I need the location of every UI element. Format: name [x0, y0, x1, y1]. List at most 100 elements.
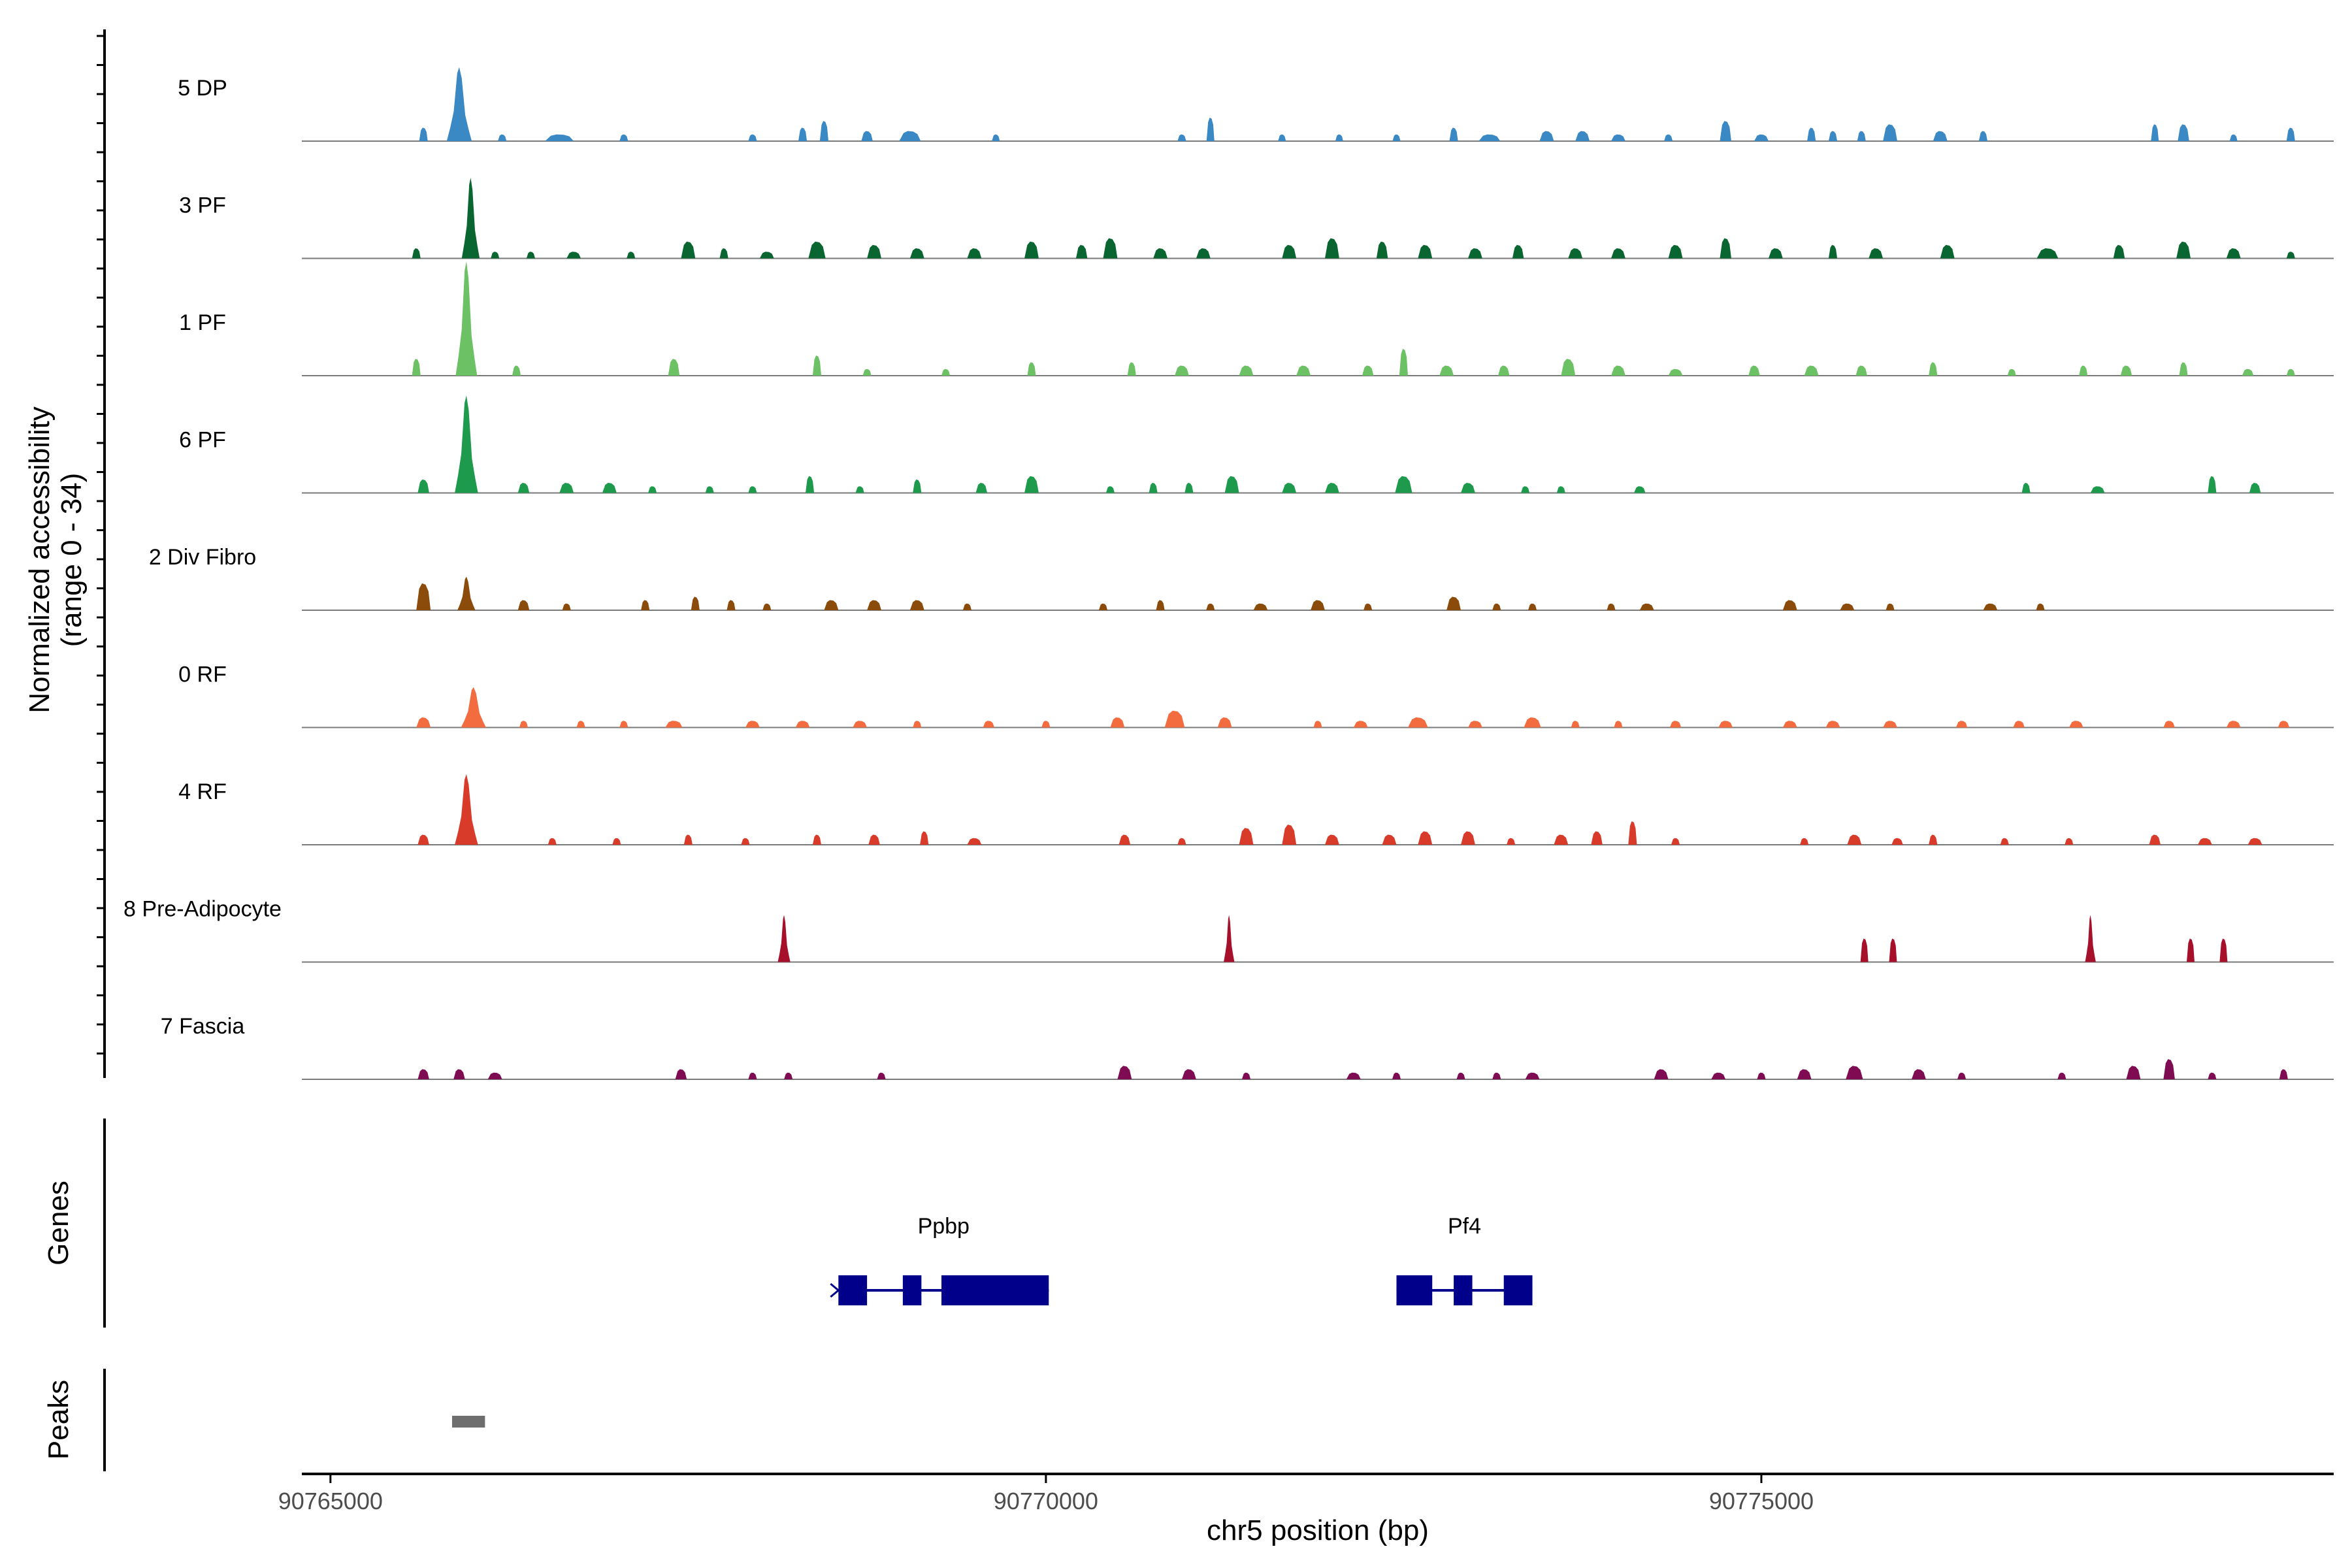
coverage-track: 7 Fascia	[161, 1014, 2334, 1080]
coverage-peak	[759, 252, 774, 259]
coverage-peak	[412, 359, 421, 376]
coverage-peak	[2278, 721, 2290, 728]
coverage-peak	[867, 244, 882, 259]
coverage-peak	[1461, 831, 1475, 845]
coverage-peak	[1855, 365, 1868, 376]
coverage-peak	[2149, 834, 2161, 845]
coverage-peak	[2226, 721, 2241, 728]
coverage-peak	[992, 134, 1000, 141]
coverage-peak	[1521, 486, 1530, 493]
coverage-peak	[1418, 831, 1433, 845]
coverage-peak	[868, 834, 880, 845]
coverage-peak	[1978, 131, 1987, 141]
coverage-peak	[455, 261, 478, 376]
coverage-peak	[2219, 938, 2228, 962]
coverage-peak	[1253, 603, 1268, 610]
coverage-peak	[675, 1069, 687, 1079]
coverage-peak	[1671, 838, 1680, 845]
coverage-peak	[2163, 721, 2175, 728]
coverage-peak	[1527, 603, 1537, 610]
coverage-peak	[861, 131, 873, 141]
coverage-peak	[2229, 134, 2238, 141]
coverage-peak	[1446, 596, 1462, 610]
coverage-peak	[2057, 1072, 2066, 1079]
coverage-peak	[962, 603, 972, 610]
coverage-peak	[1376, 241, 1388, 259]
coverage-peak	[1311, 600, 1325, 610]
coverage-peak	[705, 486, 714, 493]
coverage-peak	[1911, 1069, 1926, 1079]
coverage-peak	[1181, 1069, 1196, 1079]
gene-label: Ppbp	[918, 1214, 970, 1239]
coverage-peak	[1041, 721, 1051, 728]
coverage-peak	[1800, 838, 1809, 845]
coverage-peak	[1748, 365, 1760, 376]
coverage-peak	[691, 596, 700, 610]
gene-exon	[838, 1275, 868, 1305]
coverage-peak	[1568, 248, 1583, 259]
coverage-peak	[862, 368, 872, 376]
coverage-peak	[1392, 134, 1401, 141]
x-tick-label: 90770000	[994, 1488, 1098, 1514]
coverage-peak	[1957, 1072, 1967, 1079]
coverage-peak	[808, 241, 826, 259]
coverage-peak	[1891, 838, 1903, 845]
coverage-peak	[1846, 1066, 1863, 1079]
coverage-peak	[819, 121, 828, 141]
coverage-peak	[461, 177, 480, 259]
coverage-peak	[1467, 721, 1482, 728]
coverage-peak	[2208, 1072, 2217, 1079]
coverage-track: 6 PF	[179, 395, 2334, 494]
coverage-peak	[1525, 1072, 1540, 1079]
coverage-peak	[719, 248, 728, 259]
coverage-peak	[1955, 721, 1968, 728]
coverage-peak	[909, 600, 924, 610]
coverage-peak	[748, 134, 757, 141]
coverage-peak	[1720, 238, 1731, 259]
coverage-peak	[2151, 124, 2159, 141]
coverage-peak	[1561, 359, 1576, 376]
coverage-peak	[1883, 721, 1898, 728]
coverage-peak	[1335, 134, 1343, 141]
coverage-peak	[1223, 915, 1235, 962]
coverage-peak	[1407, 717, 1428, 728]
coverage-peak	[1313, 721, 1322, 728]
coverage-peak	[1098, 603, 1108, 610]
coverage-peak	[745, 721, 760, 728]
coverage-peak	[1184, 483, 1194, 493]
coverage-peak	[1282, 825, 1297, 845]
coverage-peak	[1828, 244, 1838, 259]
coverage-peak	[1754, 134, 1769, 141]
coverage-peak	[2197, 838, 2212, 845]
coverage-peak	[1720, 121, 1731, 141]
coverage-peak	[967, 248, 982, 259]
coverage-peak	[1782, 600, 1797, 610]
coverage-peak	[419, 127, 428, 141]
coverage-peak	[1119, 834, 1131, 845]
x-tick-label: 90775000	[1709, 1488, 1814, 1514]
coverage-peak	[2036, 603, 2045, 610]
coverage-peak	[1117, 1066, 1132, 1079]
coverage-peak	[1556, 486, 1565, 493]
gene-exon	[1503, 1275, 1533, 1305]
coverage-peak	[2208, 476, 2217, 493]
coverage-peak	[1757, 1072, 1766, 1079]
coverage-peak	[1392, 1072, 1401, 1079]
coverage-peak	[777, 915, 791, 962]
coverage-peak	[2079, 365, 2088, 376]
coverage-peak	[1933, 131, 1948, 141]
coverage-peak	[683, 834, 693, 845]
coverage-peak	[2242, 368, 2254, 376]
coverage-peak	[1103, 238, 1118, 259]
coverage-peak	[1206, 603, 1215, 610]
track-label: 5 DP	[178, 76, 227, 101]
coverage-peak	[1324, 834, 1339, 845]
coverage-peak	[1395, 476, 1413, 493]
coverage-peak	[559, 483, 574, 493]
coverage-peak	[2179, 362, 2188, 376]
coverage-peak	[1399, 348, 1408, 376]
coverage-track: 2 Div Fibro	[149, 545, 2334, 611]
coverage-peak	[2279, 1069, 2288, 1079]
peak-region	[451, 1416, 485, 1428]
x-axis-ticks: 90765000 90770000 90775000	[278, 1474, 1814, 1514]
